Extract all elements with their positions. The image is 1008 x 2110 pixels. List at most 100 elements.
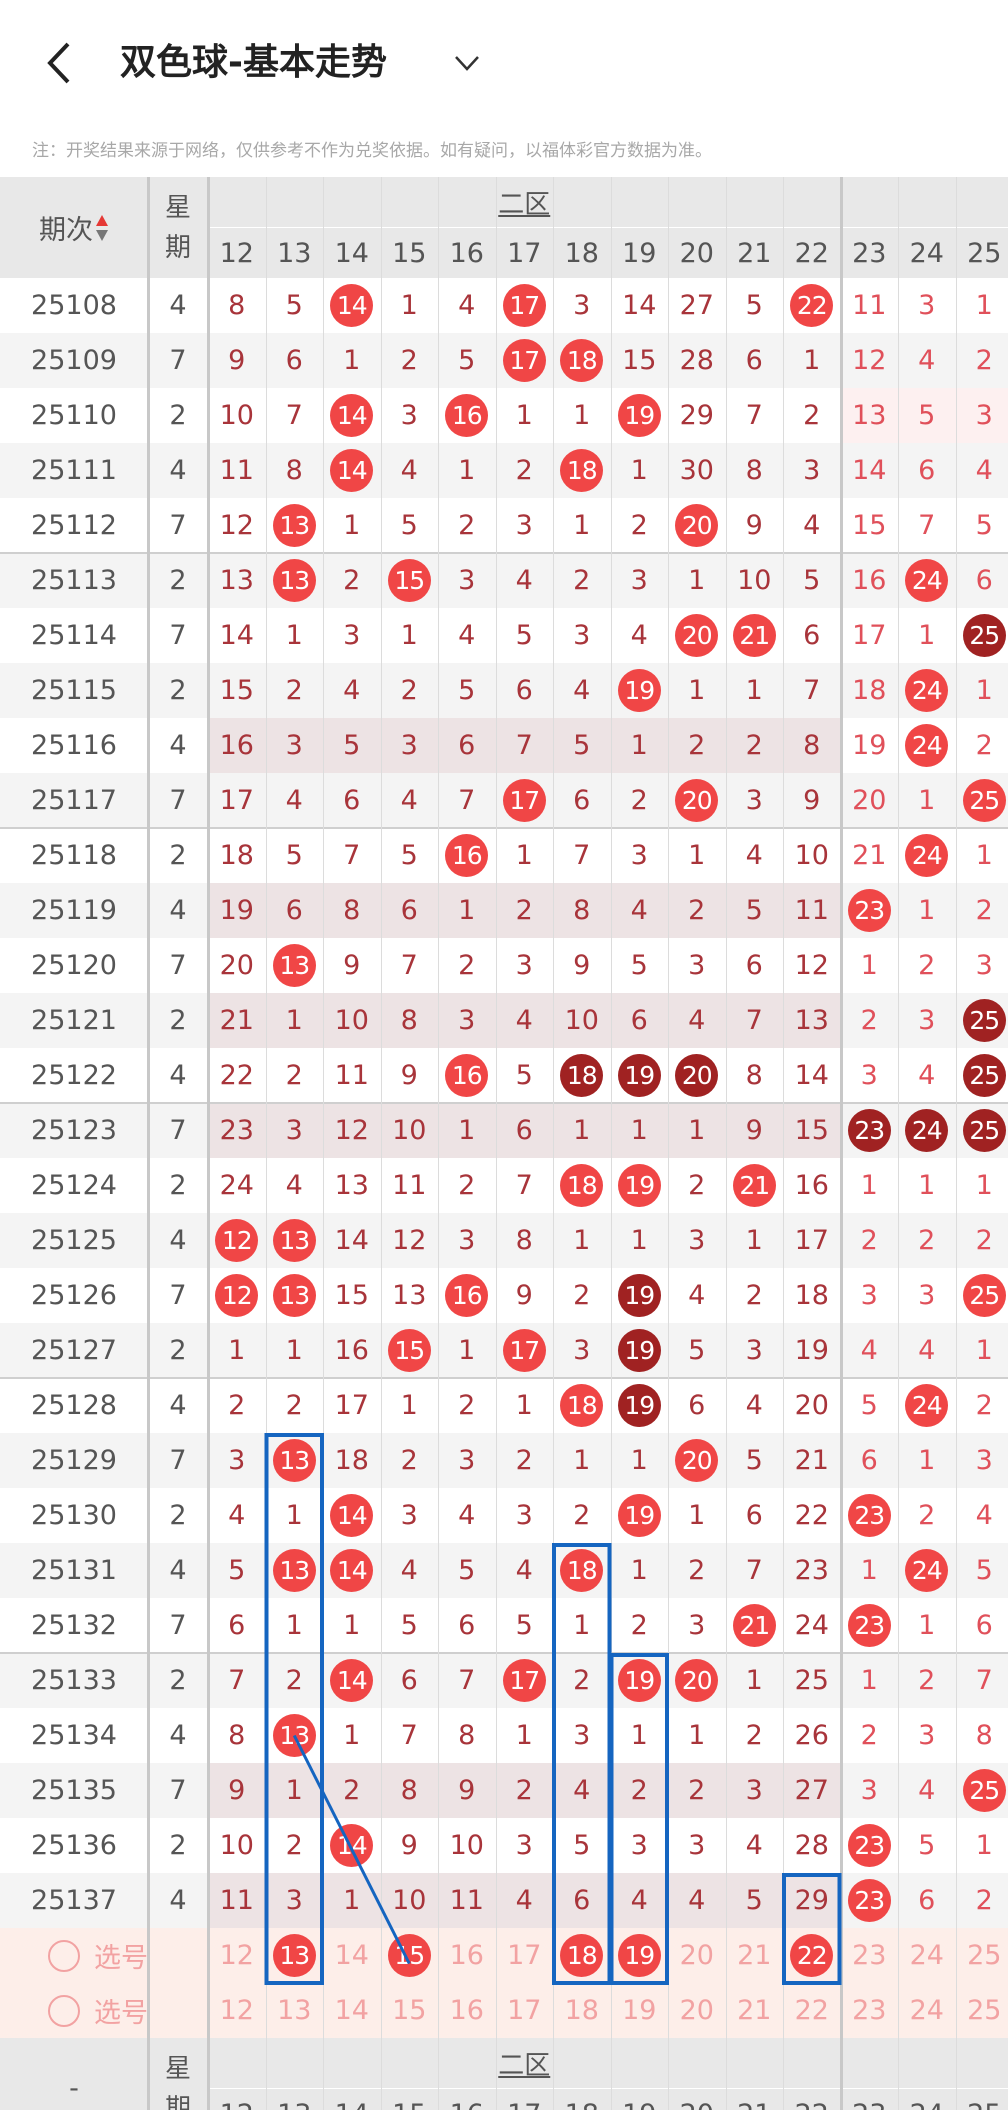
selected-ball[interactable]: 13	[272, 1934, 316, 1977]
trend-cell: 13	[265, 1708, 323, 1763]
trend-cell: 4	[898, 1323, 956, 1378]
trend-cell: 6	[438, 718, 496, 773]
weekday-cell: 4	[148, 1873, 208, 1928]
trend-cell: 5	[438, 1543, 496, 1598]
trend-cell: 4	[725, 828, 783, 883]
trend-cell: 7	[725, 1543, 783, 1598]
select-number-12[interactable]: 12	[208, 1983, 266, 2038]
issue-header[interactable]: 期次	[0, 177, 148, 278]
select-number-13[interactable]: 13	[265, 1983, 323, 2038]
trend-cell: 19	[610, 1323, 668, 1378]
trend-cell: 9	[725, 498, 783, 553]
weekday-cell: 4	[148, 443, 208, 498]
select-number-20[interactable]: 20	[668, 1928, 726, 1983]
select-number-16[interactable]: 16	[438, 1928, 496, 1983]
select-number-24[interactable]: 24	[898, 1983, 956, 2038]
trend-cell: 1	[323, 1598, 381, 1653]
trend-cell: 24	[898, 553, 956, 608]
trend-cell: 22	[783, 1488, 841, 1543]
select-number-19[interactable]: 19	[610, 1983, 668, 2038]
number-header-25: 25	[955, 228, 1008, 278]
trend-cell: 14	[323, 1543, 381, 1598]
trend-cell: 1	[265, 993, 323, 1048]
select-number-17[interactable]: 17	[495, 1928, 553, 1983]
trend-cell: 5	[265, 278, 323, 333]
page-title: 双色球-基本走势	[120, 42, 387, 83]
select-number-23[interactable]: 23	[840, 1928, 898, 1983]
select-number-20[interactable]: 20	[668, 1983, 726, 2038]
trend-cell: 2	[668, 1158, 726, 1213]
weekday-cell: 2	[148, 388, 208, 443]
trend-cell: 10	[380, 1103, 438, 1158]
sort-icon[interactable]	[95, 214, 109, 242]
select-row-toggle[interactable]: 选号	[0, 1928, 208, 1983]
trend-cell: 11	[438, 1873, 496, 1928]
weekday-cell: 7	[148, 1268, 208, 1323]
selected-ball[interactable]: 22	[790, 1934, 834, 1977]
select-number-17[interactable]: 17	[495, 1983, 553, 2038]
select-number-23[interactable]: 23	[840, 1983, 898, 2038]
chevron-down-icon[interactable]	[450, 46, 484, 80]
trend-cell: 4	[265, 1158, 323, 1213]
issue-cell: 25120	[0, 938, 148, 993]
select-number-22[interactable]: 22	[783, 1928, 841, 1983]
radio-circle-icon[interactable]	[48, 1994, 80, 2027]
select-number-25[interactable]: 25	[955, 1983, 1008, 2038]
trend-cell: 27	[668, 278, 726, 333]
weekday-cell: 4	[148, 1543, 208, 1598]
selected-ball[interactable]: 18	[560, 1934, 604, 1977]
issue-cell: 25112	[0, 498, 148, 553]
trend-cell: 1	[668, 1708, 726, 1763]
trend-cell: 1	[725, 1213, 783, 1268]
select-number-18[interactable]: 18	[553, 1928, 611, 1983]
trend-cell: 1	[955, 1323, 1008, 1378]
hit-ball: 18	[560, 339, 604, 382]
trend-cell: 7	[380, 938, 438, 993]
select-number-19[interactable]: 19	[610, 1928, 668, 1983]
radio-circle-icon[interactable]	[48, 1939, 80, 1972]
trend-cell: 17	[783, 1213, 841, 1268]
issue-cell: 25134	[0, 1708, 148, 1763]
select-number-21[interactable]: 21	[725, 1983, 783, 2038]
select-number-14[interactable]: 14	[323, 1983, 381, 2038]
trend-cell: 2	[208, 1378, 266, 1433]
trend-cell: 8	[323, 883, 381, 938]
trend-cell: 1	[438, 1103, 496, 1158]
trend-table[interactable]: 期次星期二区 12 13 14 15 16 17 18 19 20 21 22 23 24 25 25108 4…	[0, 177, 1008, 2110]
trend-cell: 7	[323, 828, 381, 883]
select-number-14[interactable]: 14	[323, 1928, 381, 1983]
selected-ball[interactable]: 15	[387, 1934, 431, 1977]
select-number-13[interactable]: 13	[265, 1928, 323, 1983]
trend-cell: 2	[380, 333, 438, 388]
trend-cell: 7	[495, 1158, 553, 1213]
hit-ball: 17	[502, 779, 546, 822]
select-number-12[interactable]: 12	[208, 1928, 266, 1983]
trend-cell: 2	[265, 663, 323, 718]
trend-cell: 4	[898, 333, 956, 388]
select-number-24[interactable]: 24	[898, 1928, 956, 1983]
chevron-left-icon[interactable]	[40, 38, 80, 88]
select-number-25[interactable]: 25	[955, 1928, 1008, 1983]
trend-cell: 3	[725, 773, 783, 828]
issue-header[interactable]: -	[0, 2038, 148, 2110]
select-number-15[interactable]: 15	[380, 1928, 438, 1983]
trend-cell: 7	[265, 388, 323, 443]
trend-cell: 12	[380, 1213, 438, 1268]
selected-ball[interactable]: 19	[617, 1934, 661, 1977]
select-number-18[interactable]: 18	[553, 1983, 611, 2038]
trend-cell: 1	[840, 1653, 898, 1708]
select-row-toggle[interactable]: 选号	[0, 1983, 208, 2038]
trend-cell: 26	[783, 1708, 841, 1763]
trend-cell: 20	[840, 773, 898, 828]
trend-cell: 28	[783, 1818, 841, 1873]
select-number-22[interactable]: 22	[783, 1983, 841, 2038]
select-number-21[interactable]: 21	[725, 1928, 783, 1983]
issue-cell: 25110	[0, 388, 148, 443]
select-number-16[interactable]: 16	[438, 1983, 496, 2038]
trend-cell: 21	[725, 608, 783, 663]
trend-cell: 15	[610, 333, 668, 388]
hit-ball: 13	[272, 559, 316, 602]
trend-cell: 16	[438, 388, 496, 443]
trend-cell: 2	[610, 1598, 668, 1653]
select-number-15[interactable]: 15	[380, 1983, 438, 2038]
